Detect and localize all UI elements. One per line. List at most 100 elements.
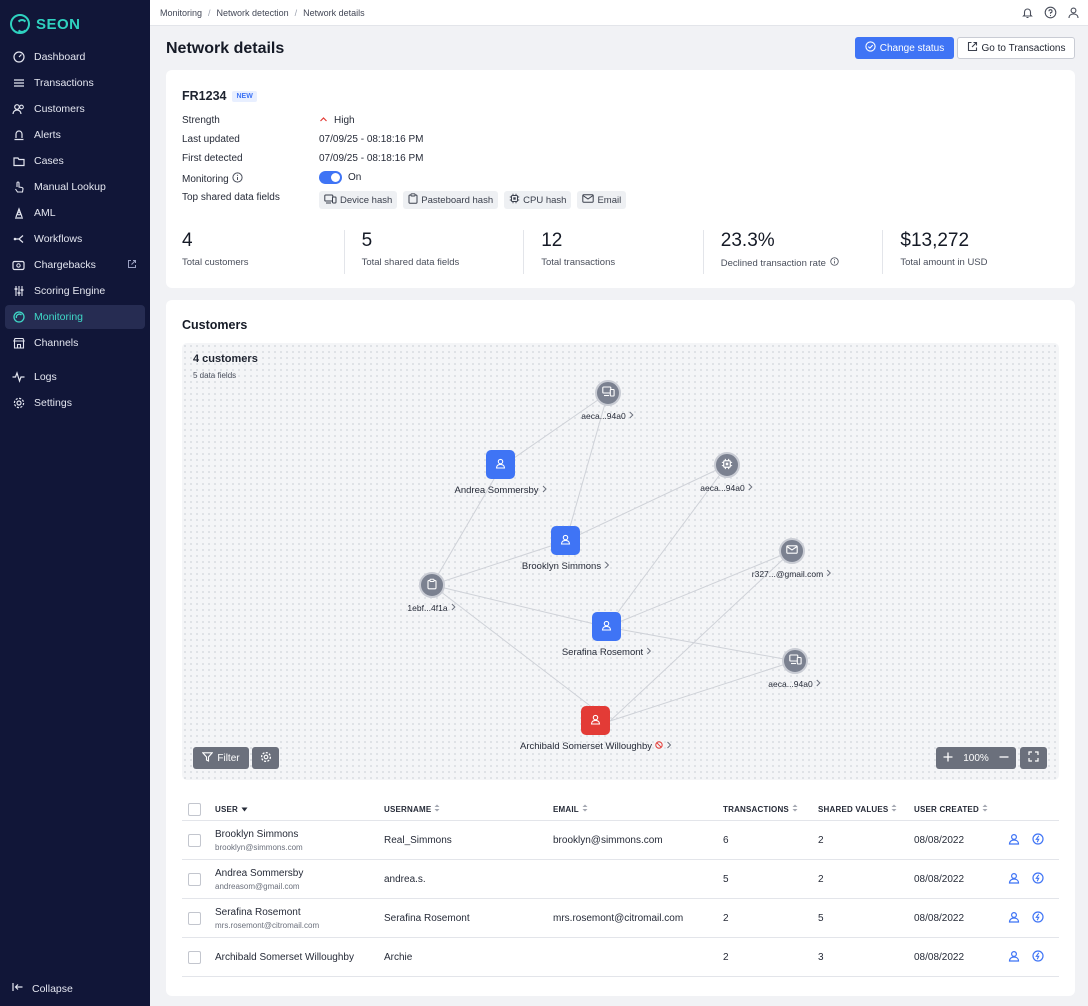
user-profile-icon[interactable] bbox=[1067, 6, 1080, 22]
user-node-archibald-label[interactable]: Archibald Somerset Willoughby bbox=[520, 741, 672, 752]
sidebar-item-alerts[interactable]: Alerts bbox=[5, 123, 145, 147]
sidebar-item-monitoring[interactable]: Monitoring bbox=[5, 305, 145, 329]
username-cell: Real_Simmons bbox=[384, 834, 452, 846]
sidebar-item-settings[interactable]: Settings bbox=[5, 391, 145, 415]
graph-settings-button[interactable] bbox=[252, 747, 279, 769]
email-node[interactable] bbox=[779, 538, 805, 564]
collapse-label: Collapse bbox=[32, 982, 73, 995]
sidebar-item-cases[interactable]: Cases bbox=[5, 149, 145, 173]
row-checkbox[interactable] bbox=[188, 950, 201, 964]
column-email[interactable]: EMAIL bbox=[553, 804, 723, 814]
row-checkbox[interactable] bbox=[188, 911, 201, 925]
monitoring-toggle[interactable] bbox=[319, 171, 342, 184]
view-user-icon[interactable] bbox=[1008, 911, 1020, 926]
column-user-created[interactable]: USER CREATED bbox=[914, 804, 1004, 814]
sidebar-item-scoring-engine[interactable]: Scoring Engine bbox=[5, 279, 145, 303]
cpu-icon bbox=[509, 193, 520, 207]
view-user-icon[interactable] bbox=[1008, 833, 1020, 848]
cpu-hash-node-label[interactable]: aeca...94a0 bbox=[700, 483, 753, 493]
table-row[interactable]: Brooklyn Simmons brooklyn@simmons.com Rea… bbox=[182, 821, 1059, 860]
sidebar-item-aml[interactable]: AML bbox=[5, 201, 145, 225]
chevron-right-icon bbox=[748, 483, 754, 493]
chip-pasteboard-hash[interactable]: Pasteboard hash bbox=[403, 191, 499, 209]
device-hash-node-2-label[interactable]: aeca...94a0 bbox=[768, 679, 821, 689]
external-link-icon bbox=[967, 41, 978, 55]
user-node-brooklyn[interactable] bbox=[551, 526, 580, 555]
last-updated-label: Last updated bbox=[182, 134, 240, 145]
aml-icon bbox=[12, 207, 25, 220]
view-user-icon[interactable] bbox=[1008, 950, 1020, 965]
lookup-icon[interactable] bbox=[1032, 910, 1044, 926]
table-row[interactable]: Andrea Sommersby andreasom@gmail.com andr… bbox=[182, 860, 1059, 899]
sidebar-item-dashboard[interactable]: Dashboard bbox=[5, 45, 145, 69]
select-all-checkbox[interactable] bbox=[188, 802, 201, 816]
row-checkbox[interactable] bbox=[188, 872, 201, 886]
folder-icon bbox=[12, 155, 25, 168]
device-hash-node[interactable] bbox=[595, 380, 621, 406]
user-node-andrea[interactable] bbox=[486, 450, 515, 479]
sidebar-item-transactions[interactable]: Transactions bbox=[5, 71, 145, 95]
help-icon[interactable] bbox=[1044, 6, 1057, 22]
sidebar-item-label: Logs bbox=[34, 371, 57, 383]
users-icon bbox=[12, 103, 25, 116]
transactions-cell: 2 bbox=[723, 912, 729, 924]
user-name[interactable]: Archibald Somerset Willoughby bbox=[215, 951, 354, 963]
breadcrumb-monitoring[interactable]: Monitoring bbox=[160, 8, 203, 18]
change-status-button[interactable]: Change status bbox=[855, 37, 954, 59]
user-name[interactable]: Andrea Sommersby bbox=[215, 867, 304, 879]
sidebar-item-label: Settings bbox=[34, 397, 72, 409]
email-node-label[interactable]: r327...@gmail.com bbox=[752, 569, 832, 579]
view-user-icon[interactable] bbox=[1008, 872, 1020, 887]
shared-values-cell: 3 bbox=[818, 951, 824, 963]
chip-device-hash[interactable]: Device hash bbox=[319, 191, 398, 209]
chip-email[interactable]: Email bbox=[577, 191, 627, 209]
sidebar-item-channels[interactable]: Channels bbox=[5, 331, 145, 355]
zoom-out-icon[interactable] bbox=[999, 752, 1009, 765]
user-node-serafina-label[interactable]: Serafina Rosemont bbox=[562, 647, 652, 658]
go-to-transactions-button[interactable]: Go to Transactions bbox=[957, 37, 1075, 59]
sidebar-item-workflows[interactable]: Workflows bbox=[5, 227, 145, 251]
info-icon[interactable] bbox=[232, 172, 243, 186]
notification-bell-icon[interactable] bbox=[1021, 6, 1034, 22]
user-node-andrea-label[interactable]: Andrea Sommersby bbox=[455, 485, 548, 496]
network-graph[interactable]: 4 customers 5 data fields aec bbox=[182, 343, 1059, 780]
filter-button[interactable]: Filter bbox=[193, 747, 249, 769]
user-name[interactable]: Serafina Rosemont bbox=[215, 906, 301, 918]
cpu-hash-node[interactable] bbox=[714, 452, 740, 478]
info-icon[interactable] bbox=[830, 257, 839, 269]
column-username[interactable]: USERNAME bbox=[384, 804, 553, 814]
user-name[interactable]: Brooklyn Simmons bbox=[215, 828, 299, 840]
user-node-archibald[interactable] bbox=[581, 706, 610, 735]
seon-logo[interactable]: SEON bbox=[10, 14, 81, 34]
column-transactions[interactable]: TRANSACTIONS bbox=[723, 804, 818, 814]
fullscreen-button[interactable] bbox=[1020, 747, 1047, 769]
top-icons bbox=[1021, 6, 1080, 22]
sidebar-item-customers[interactable]: Customers bbox=[5, 97, 145, 121]
external-link-icon bbox=[127, 259, 137, 269]
brand-name: SEON bbox=[36, 15, 81, 33]
column-shared-values[interactable]: SHARED VALUES bbox=[818, 804, 914, 814]
lookup-icon[interactable] bbox=[1032, 832, 1044, 848]
lookup-icon[interactable] bbox=[1032, 949, 1044, 965]
zoom-in-icon[interactable] bbox=[943, 752, 953, 765]
column-user[interactable]: USER bbox=[215, 805, 384, 814]
device-hash-node-2[interactable] bbox=[782, 648, 808, 674]
row-checkbox[interactable] bbox=[188, 833, 201, 847]
lookup-icon[interactable] bbox=[1032, 871, 1044, 887]
sidebar-item-logs[interactable]: Logs bbox=[5, 365, 145, 389]
table-row[interactable]: Archibald Somerset Willoughby Archie 2 3… bbox=[182, 938, 1059, 977]
check-circle-icon bbox=[865, 41, 876, 55]
stat-total-shared-fields: 5 Total shared data fields bbox=[343, 230, 524, 274]
breadcrumb-network-detection[interactable]: Network detection bbox=[216, 8, 289, 18]
pasteboard-hash-node-label[interactable]: 1ebf...4f1a bbox=[407, 603, 456, 613]
pasteboard-hash-node[interactable] bbox=[419, 572, 445, 598]
user-node-serafina[interactable] bbox=[592, 612, 621, 641]
sidebar-item-manual-lookup[interactable]: Manual Lookup bbox=[5, 175, 145, 199]
table-row[interactable]: Serafina Rosemont mrs.rosemont@citromail.… bbox=[182, 899, 1059, 938]
chip-cpu-hash[interactable]: CPU hash bbox=[504, 191, 572, 209]
collapse-button[interactable]: Collapse bbox=[12, 982, 73, 995]
user-node-brooklyn-label[interactable]: Brooklyn Simmons bbox=[522, 561, 610, 572]
sidebar-item-chargebacks[interactable]: Chargebacks bbox=[5, 253, 145, 277]
device-hash-node-label[interactable]: aeca...94a0 bbox=[581, 411, 634, 421]
username-cell: andrea.s. bbox=[384, 873, 426, 885]
